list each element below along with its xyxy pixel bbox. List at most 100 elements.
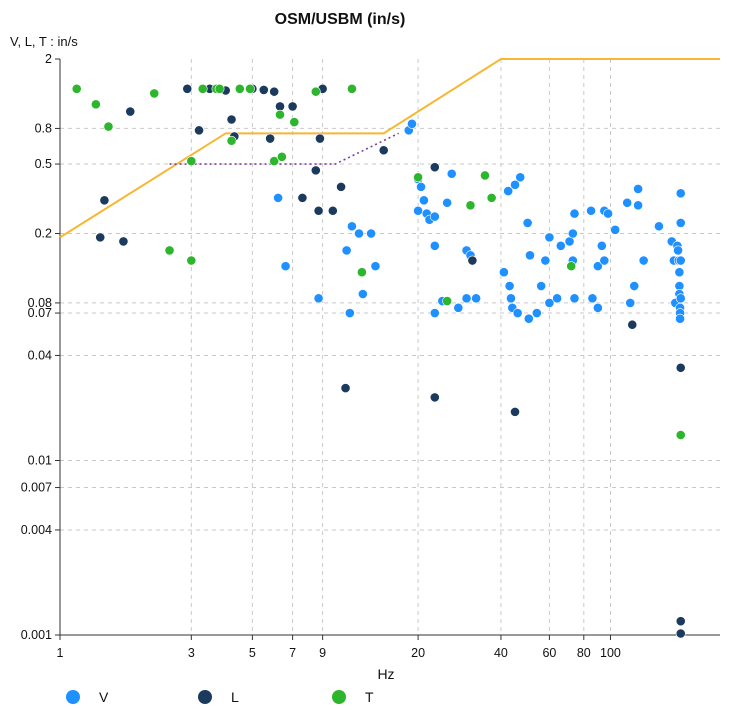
data-point-L <box>313 205 324 216</box>
data-point-L <box>95 232 106 243</box>
data-point-T <box>186 255 197 266</box>
data-point-T <box>413 172 423 183</box>
data-point-V <box>506 293 516 304</box>
y-tick-label: 0.07 <box>28 306 52 320</box>
x-tick-label: 20 <box>411 646 425 660</box>
data-point-V <box>313 293 324 304</box>
data-point-T <box>245 83 255 94</box>
x-tick-label: 7 <box>289 646 296 660</box>
data-point-L <box>315 133 325 144</box>
data-point-V <box>522 217 533 228</box>
data-point-T <box>347 83 357 94</box>
y-tick-label: 0.2 <box>35 226 52 240</box>
data-point-V <box>633 200 643 211</box>
data-point-V <box>515 172 526 183</box>
data-point-V <box>674 267 685 278</box>
data-point-V <box>357 289 368 299</box>
data-point-L <box>287 101 298 112</box>
data-points <box>71 83 686 639</box>
data-point-T <box>269 156 280 166</box>
legend-label-L: L <box>231 689 239 705</box>
data-point-T <box>566 261 577 272</box>
x-tick-label: 80 <box>577 646 591 660</box>
data-point-V <box>625 298 636 308</box>
data-point-V <box>344 308 355 318</box>
data-point-L <box>297 192 308 203</box>
data-point-V <box>471 293 482 304</box>
data-point-V <box>536 281 547 291</box>
data-point-V <box>567 228 578 239</box>
data-point-V <box>523 313 534 324</box>
data-point-T <box>103 121 114 132</box>
data-point-V <box>555 240 566 251</box>
data-point-V <box>675 217 686 228</box>
limit-line <box>59 58 720 239</box>
data-point-L <box>310 165 321 176</box>
data-point-L <box>675 628 686 639</box>
legend-marker-T <box>332 690 346 704</box>
data-point-V <box>610 224 621 235</box>
data-point-V <box>531 308 542 318</box>
axes <box>55 58 720 640</box>
x-tick-label: 3 <box>188 646 195 660</box>
y-tick-label: 0.001 <box>21 628 52 642</box>
limit-lines <box>59 58 720 239</box>
data-point-L <box>182 83 193 94</box>
data-point-V <box>675 255 686 266</box>
data-point-T <box>289 117 300 127</box>
data-point-V <box>675 313 685 324</box>
data-point-V <box>341 245 352 256</box>
data-point-L <box>327 205 338 216</box>
y-tick-label: 0.8 <box>35 121 52 135</box>
data-point-V <box>407 118 417 129</box>
data-point-V <box>603 208 613 219</box>
data-point-T <box>675 430 686 440</box>
data-point-V <box>503 186 514 196</box>
data-point-V <box>592 302 603 313</box>
y-tick-label: 0.08 <box>28 296 52 310</box>
data-point-T <box>90 99 101 110</box>
data-point-T <box>310 86 321 97</box>
data-point-V <box>525 250 535 261</box>
data-point-L <box>429 392 440 403</box>
data-point-V <box>370 261 381 272</box>
legend-marker-L <box>198 690 212 704</box>
data-point-T <box>357 267 367 278</box>
data-point-L <box>194 125 204 136</box>
data-point-V <box>673 245 683 256</box>
data-point-V <box>366 228 377 239</box>
y-tick-label: 0.01 <box>28 454 52 468</box>
data-point-V <box>540 255 551 266</box>
data-point-L <box>265 133 276 144</box>
legend-label-V: V <box>99 689 109 705</box>
data-point-L <box>340 383 351 393</box>
data-point-V <box>347 221 357 232</box>
y-tick-label: 0.004 <box>21 523 52 537</box>
data-point-V <box>413 205 423 216</box>
data-point-V <box>504 281 515 291</box>
data-point-V <box>638 255 649 266</box>
y-tick-label: 0.04 <box>28 348 52 362</box>
data-point-V <box>544 298 555 308</box>
data-point-V <box>629 281 640 291</box>
x-tick-label: 40 <box>494 646 508 660</box>
data-point-L <box>99 195 110 206</box>
data-point-V <box>429 240 440 251</box>
data-point-V <box>592 261 603 272</box>
data-point-L <box>510 406 520 417</box>
data-point-L <box>467 255 478 266</box>
x-tick-label: 5 <box>249 646 256 660</box>
data-point-T <box>164 245 175 256</box>
data-point-V <box>453 302 464 313</box>
data-point-L <box>627 319 638 330</box>
x-tick-label: 60 <box>542 646 556 660</box>
data-point-T <box>275 109 285 120</box>
data-point-V <box>654 221 664 232</box>
data-point-V <box>446 168 457 179</box>
data-point-L <box>125 106 136 117</box>
data-point-V <box>416 181 426 192</box>
data-point-L <box>675 616 686 627</box>
data-point-V <box>675 293 686 304</box>
data-point-T <box>197 83 208 94</box>
data-point-L <box>269 86 280 97</box>
